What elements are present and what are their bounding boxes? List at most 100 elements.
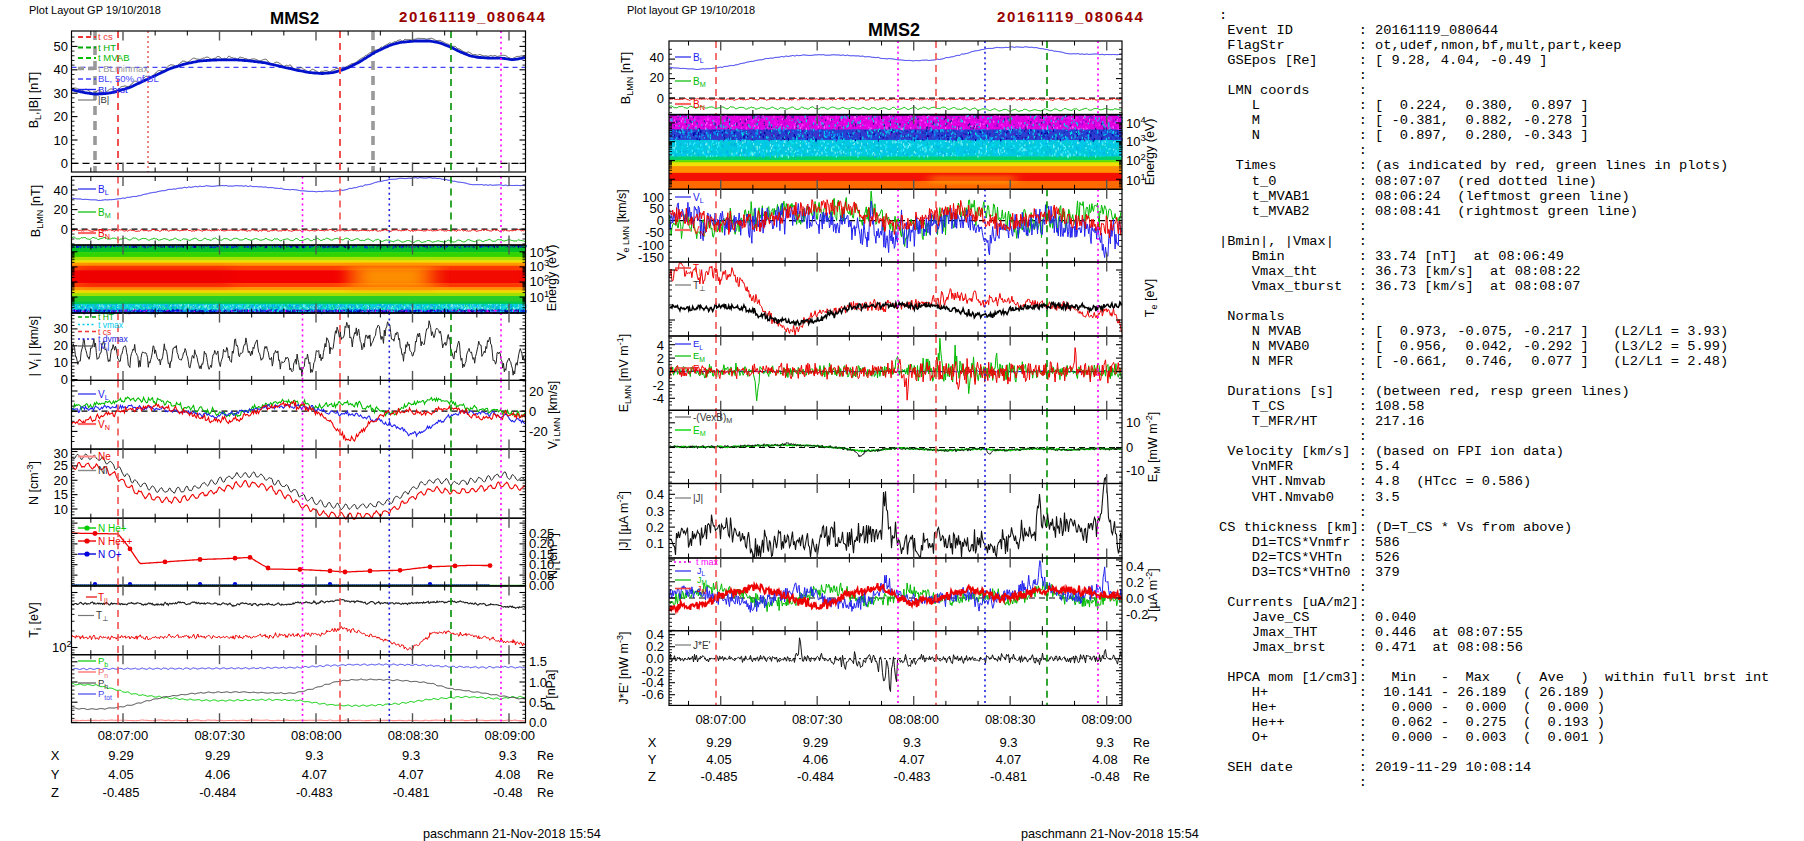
svg-text:BLMN [nT]: BLMN [nT] xyxy=(29,185,45,237)
svg-text:EM: EM xyxy=(693,425,706,438)
svg-text:t HT: t HT xyxy=(98,42,116,53)
svg-text:0.2: 0.2 xyxy=(1126,575,1144,590)
svg-text:-0.484: -0.484 xyxy=(797,769,834,784)
svg-text:Y: Y xyxy=(648,752,657,767)
svg-text:08:07:30: 08:07:30 xyxy=(792,712,843,727)
svg-text:0.0: 0.0 xyxy=(1126,591,1144,606)
svg-text:4.08: 4.08 xyxy=(1092,752,1117,767)
svg-text:9.3: 9.3 xyxy=(305,748,323,763)
svg-text:-0.48: -0.48 xyxy=(493,785,523,800)
svg-text:20: 20 xyxy=(54,202,68,217)
svg-text:-0.485: -0.485 xyxy=(701,769,738,784)
svg-text:BL brst: BL brst xyxy=(98,84,128,95)
svg-text:9.3: 9.3 xyxy=(999,735,1017,750)
svg-text:50: 50 xyxy=(54,39,68,54)
svg-text:08:08:30: 08:08:30 xyxy=(388,728,439,743)
svg-text:-0.481: -0.481 xyxy=(990,769,1027,784)
svg-text:BL: BL xyxy=(98,184,109,197)
svg-text:BM: BM xyxy=(693,76,706,89)
svg-text:4.06: 4.06 xyxy=(803,752,828,767)
svg-text:30: 30 xyxy=(54,86,68,101)
svg-text:4.07: 4.07 xyxy=(302,767,327,782)
svg-text:X: X xyxy=(51,748,60,763)
svg-text:0: 0 xyxy=(1126,440,1133,455)
svg-text:EM: EM xyxy=(693,350,705,362)
svg-text:9.3: 9.3 xyxy=(499,748,517,763)
svg-text:BM: BM xyxy=(98,207,111,220)
svg-text:4.07: 4.07 xyxy=(899,752,924,767)
svg-text:08:07:30: 08:07:30 xyxy=(194,728,245,743)
svg-text:4.05: 4.05 xyxy=(706,752,731,767)
svg-text:40: 40 xyxy=(54,183,68,198)
svg-text:BL: BL xyxy=(693,52,704,65)
svg-text:4.06: 4.06 xyxy=(205,767,230,782)
svg-text:EM [mW m-2]: EM [mW m-2] xyxy=(1144,412,1162,482)
svg-text:VN: VN xyxy=(98,419,110,432)
svg-text:Z: Z xyxy=(51,785,59,800)
svg-text:08:08:00: 08:08:00 xyxy=(291,728,342,743)
svg-text:T||: T|| xyxy=(693,263,703,276)
svg-text:EN: EN xyxy=(693,362,704,374)
svg-text:Energy (eV): Energy (eV) xyxy=(545,245,559,312)
svg-text:9.29: 9.29 xyxy=(108,748,133,763)
svg-text:P [nPa]: P [nPa] xyxy=(544,670,558,711)
svg-text:40: 40 xyxy=(650,50,664,65)
svg-text:0.4: 0.4 xyxy=(1126,559,1144,574)
svg-text:4.08: 4.08 xyxy=(495,767,520,782)
svg-text:25: 25 xyxy=(54,458,68,473)
svg-text:0.2: 0.2 xyxy=(646,520,664,535)
svg-text:102: 102 xyxy=(52,638,72,655)
svg-text:10: 10 xyxy=(1126,415,1140,430)
svg-text:-0.483: -0.483 xyxy=(894,769,931,784)
svg-text:N He++: N He++ xyxy=(98,536,133,547)
svg-text:X: X xyxy=(648,735,657,750)
svg-text:-20: -20 xyxy=(529,424,548,439)
svg-text:-10: -10 xyxy=(1126,463,1145,478)
svg-text:9.3: 9.3 xyxy=(903,735,921,750)
svg-text:-(VexB)M: -(VexB)M xyxy=(693,412,732,425)
svg-text:-0.484: -0.484 xyxy=(199,785,236,800)
svg-text:Re: Re xyxy=(1133,752,1150,767)
svg-text:Re: Re xyxy=(537,767,554,782)
svg-text:t MVAB: t MVAB xyxy=(98,52,130,63)
svg-text:Ti [eV]: Ti [eV] xyxy=(27,602,43,637)
svg-text:10: 10 xyxy=(54,355,68,370)
svg-text:4.07: 4.07 xyxy=(996,752,1021,767)
svg-text:08:09:00: 08:09:00 xyxy=(1081,712,1132,727)
svg-text:15: 15 xyxy=(54,487,68,502)
svg-text:0: 0 xyxy=(61,222,68,237)
svg-text:08:08:00: 08:08:00 xyxy=(888,712,939,727)
svg-text:9.3: 9.3 xyxy=(402,748,420,763)
svg-text:0: 0 xyxy=(61,372,68,387)
svg-text:Vi LMN [km/s]: Vi LMN [km/s] xyxy=(546,381,562,450)
svg-text:4.05: 4.05 xyxy=(108,767,133,782)
svg-text:08:09:00: 08:09:00 xyxy=(484,728,535,743)
svg-text:0.00: 0.00 xyxy=(529,578,554,593)
svg-text:BL, 50% of BL: BL, 50% of BL xyxy=(98,73,159,84)
svg-text:0: 0 xyxy=(529,404,536,419)
svg-text:Re: Re xyxy=(537,785,554,800)
svg-text:|Vi|: |Vi| xyxy=(98,341,109,352)
svg-text:Y: Y xyxy=(51,767,60,782)
svg-text:-0.485: -0.485 xyxy=(103,785,140,800)
svg-text:BN: BN xyxy=(693,99,705,112)
svg-text:Ni [cm-3]: Ni [cm-3] xyxy=(544,533,562,579)
svg-text:Re: Re xyxy=(537,748,554,763)
svg-text:Re: Re xyxy=(1133,735,1150,750)
svg-text:Te [eV]: Te [eV] xyxy=(1143,279,1159,317)
svg-text:ELMN [mV m-1]: ELMN [mV m-1] xyxy=(615,334,633,412)
svg-text:-150: -150 xyxy=(638,250,664,265)
svg-text:Ni: Ni xyxy=(98,465,107,476)
svg-text:Ve LMN [km/s]: Ve LMN [km/s] xyxy=(615,189,631,261)
svg-text:08:08:30: 08:08:30 xyxy=(985,712,1036,727)
svg-text:08:07:00: 08:07:00 xyxy=(98,728,149,743)
svg-text:t cs: t cs xyxy=(98,31,113,42)
svg-text:0.4: 0.4 xyxy=(646,487,664,502)
svg-text:4.07: 4.07 xyxy=(398,767,423,782)
svg-text:9.29: 9.29 xyxy=(706,735,731,750)
svg-text:0: 0 xyxy=(657,91,664,106)
svg-text:30: 30 xyxy=(54,321,68,336)
svg-text:20: 20 xyxy=(54,109,68,124)
svg-text:0: 0 xyxy=(61,156,68,171)
svg-text:T⊥: T⊥ xyxy=(96,610,108,623)
